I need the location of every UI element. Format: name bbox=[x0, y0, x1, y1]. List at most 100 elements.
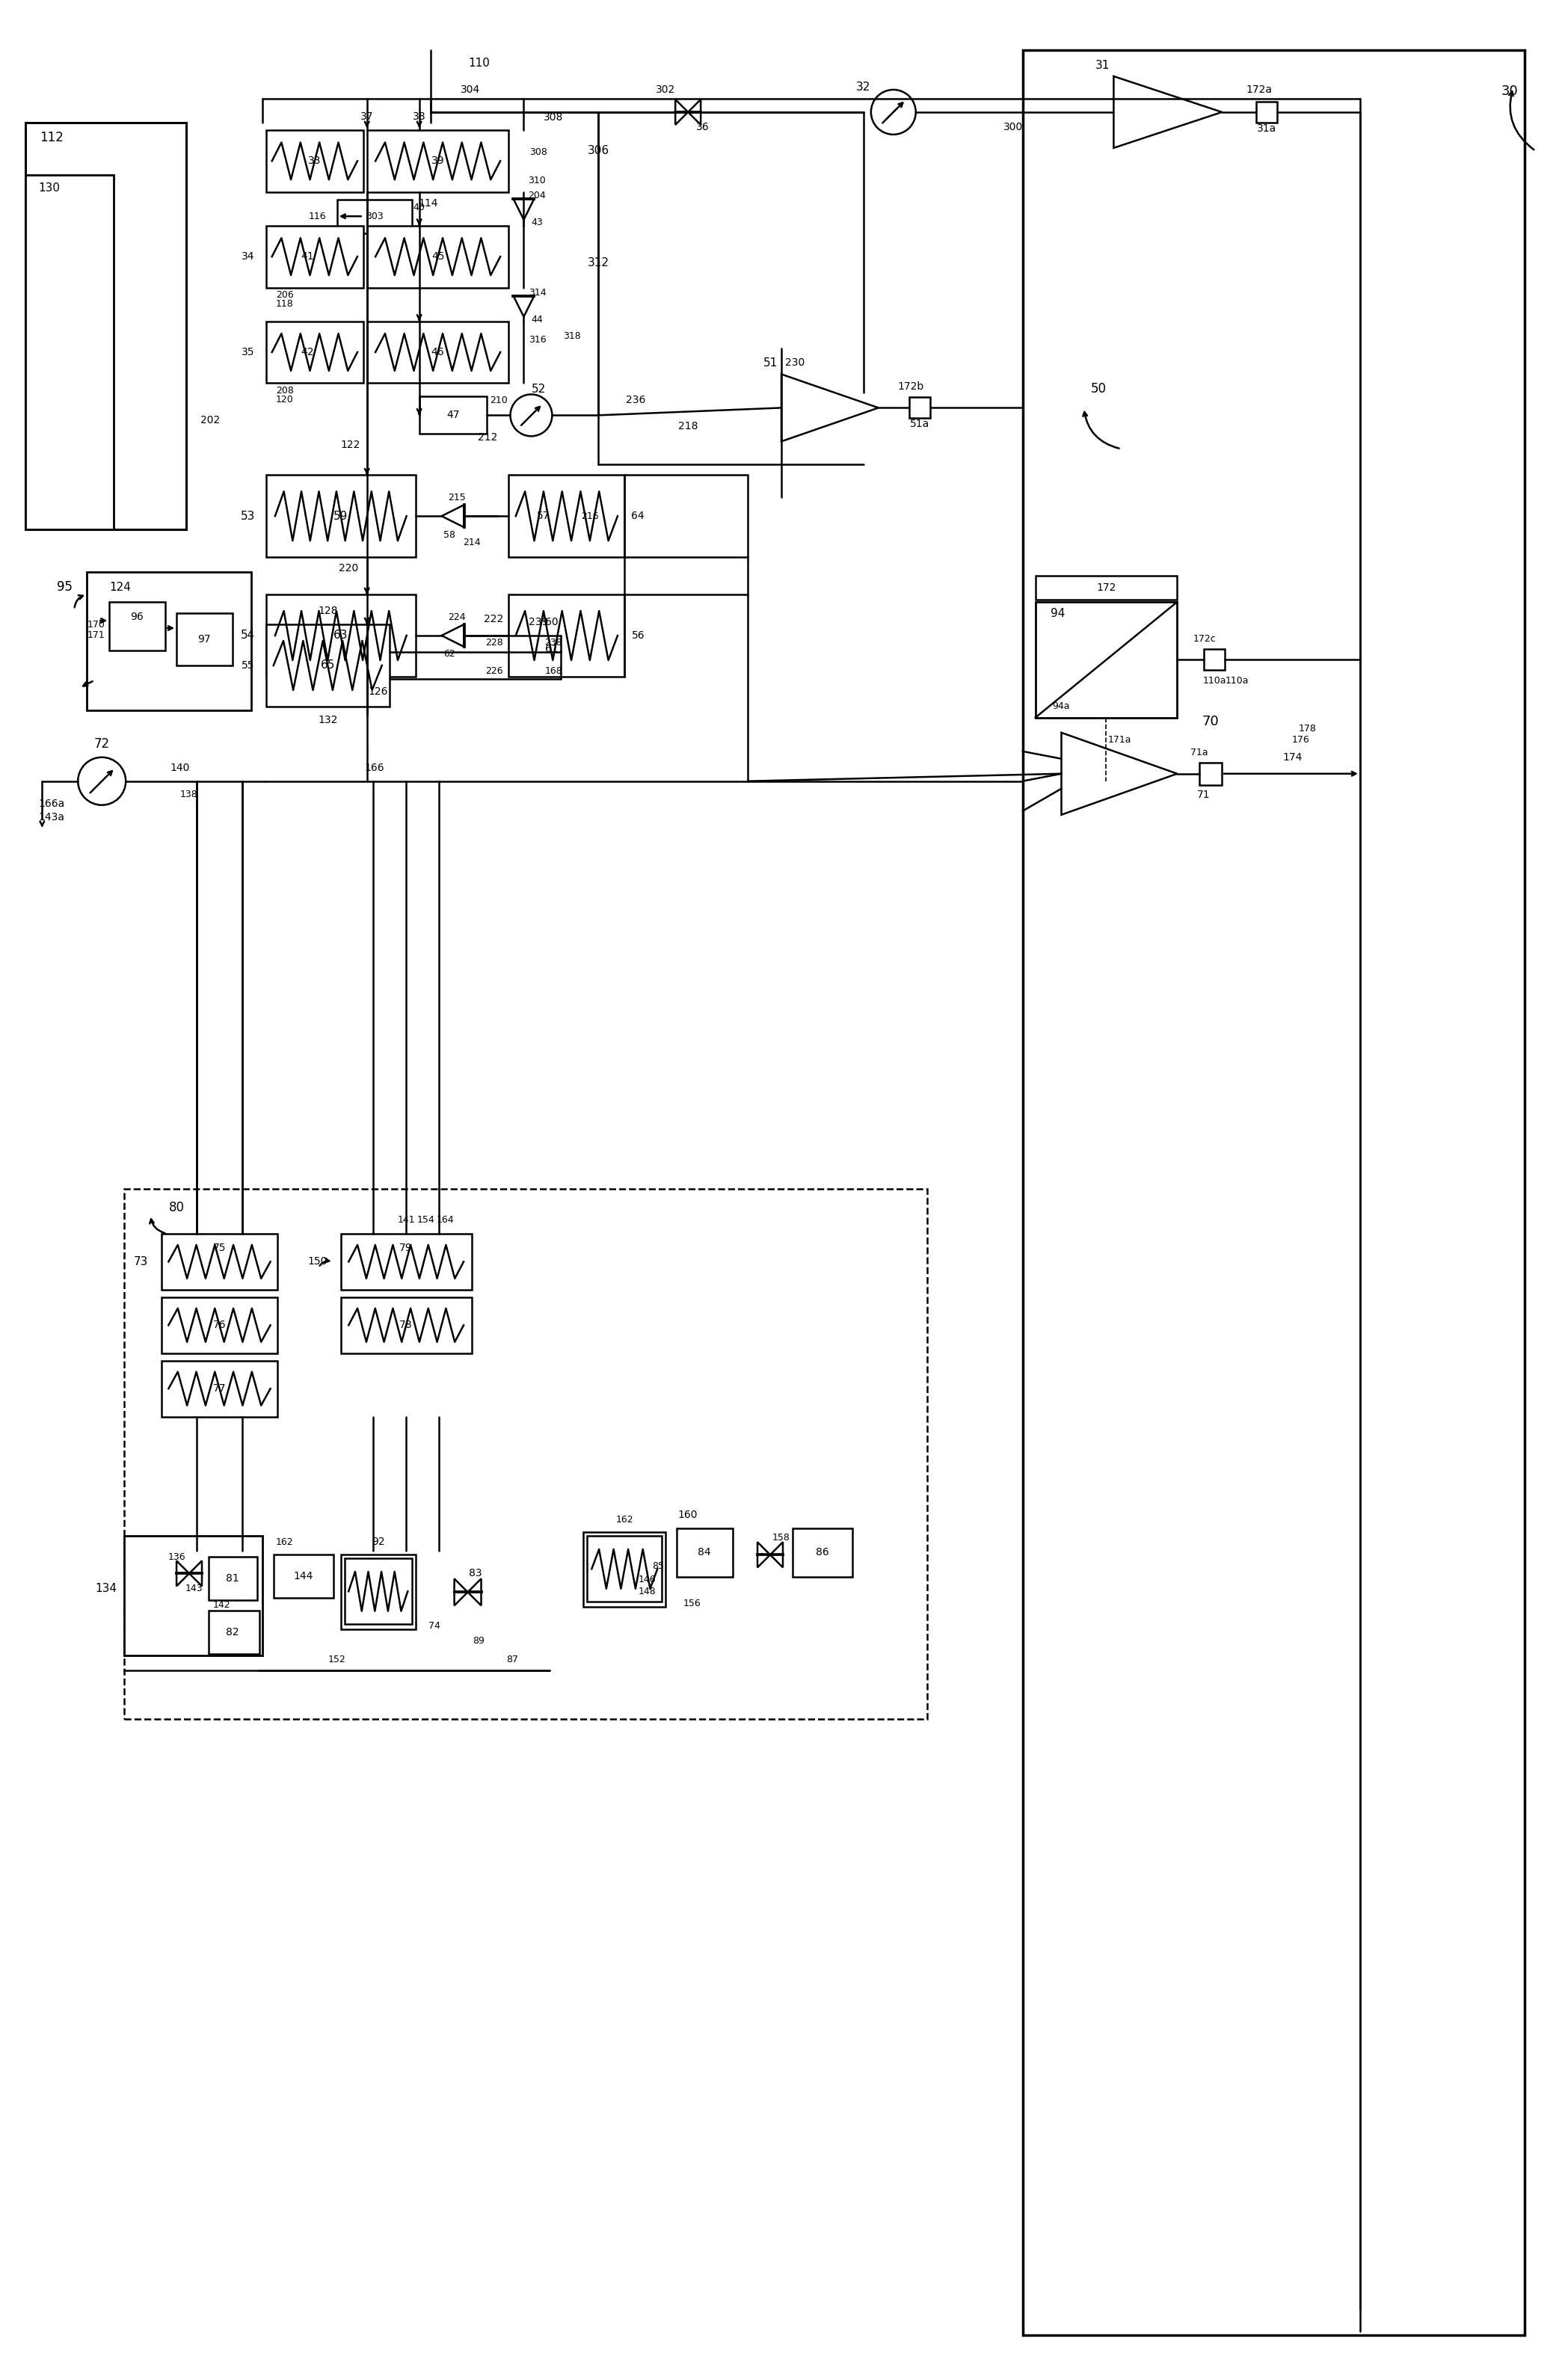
Text: 59: 59 bbox=[334, 509, 348, 521]
Text: 156: 156 bbox=[683, 1599, 700, 1609]
Polygon shape bbox=[468, 1578, 482, 1607]
Text: 112: 112 bbox=[41, 131, 64, 145]
Bar bbox=[267, 131, 363, 193]
Bar bbox=[267, 595, 415, 676]
Text: 314: 314 bbox=[529, 288, 546, 298]
Text: 94a: 94a bbox=[1052, 702, 1069, 712]
Text: 212: 212 bbox=[479, 433, 497, 443]
Bar bbox=[419, 397, 486, 433]
Text: 222: 222 bbox=[483, 614, 504, 624]
Text: 134: 134 bbox=[95, 1583, 117, 1595]
Text: 58: 58 bbox=[443, 531, 455, 540]
Bar bbox=[162, 1361, 278, 1416]
Text: 95: 95 bbox=[56, 581, 72, 593]
Text: 304: 304 bbox=[460, 83, 480, 95]
Text: 46: 46 bbox=[432, 347, 444, 357]
Bar bbox=[125, 1190, 928, 1718]
Text: 172a: 172a bbox=[1246, 83, 1272, 95]
Text: 96: 96 bbox=[131, 612, 143, 621]
Text: 75: 75 bbox=[214, 1242, 226, 1252]
Text: 143a: 143a bbox=[39, 812, 65, 821]
Bar bbox=[341, 1233, 471, 1290]
Polygon shape bbox=[1113, 76, 1222, 148]
Text: 110: 110 bbox=[468, 57, 490, 69]
Text: 204: 204 bbox=[529, 190, 546, 200]
Text: 52: 52 bbox=[532, 383, 546, 395]
Bar bbox=[508, 476, 625, 557]
Text: 54: 54 bbox=[240, 631, 256, 640]
Polygon shape bbox=[454, 1578, 468, 1607]
Text: 166a: 166a bbox=[39, 797, 65, 809]
Text: 132: 132 bbox=[318, 714, 338, 726]
Text: 150: 150 bbox=[307, 1257, 327, 1266]
Text: 172b: 172b bbox=[898, 381, 924, 393]
Text: 80: 80 bbox=[168, 1202, 184, 1214]
Text: 141: 141 bbox=[398, 1216, 415, 1226]
Bar bbox=[588, 1535, 663, 1602]
Text: 74: 74 bbox=[429, 1621, 440, 1630]
Text: 65: 65 bbox=[321, 659, 335, 671]
Text: 31: 31 bbox=[1096, 60, 1110, 71]
Text: 92: 92 bbox=[371, 1537, 385, 1547]
Bar bbox=[25, 174, 114, 528]
Polygon shape bbox=[513, 295, 535, 317]
Text: 31a: 31a bbox=[1257, 124, 1277, 133]
Bar bbox=[25, 121, 186, 528]
Bar bbox=[267, 321, 363, 383]
Text: 97: 97 bbox=[198, 633, 210, 645]
Text: 168: 168 bbox=[544, 666, 563, 676]
Text: 83: 83 bbox=[469, 1568, 482, 1578]
Text: 51a: 51a bbox=[910, 419, 929, 428]
Text: 71a: 71a bbox=[1191, 747, 1208, 757]
Text: 318: 318 bbox=[563, 331, 582, 340]
Text: 79: 79 bbox=[399, 1242, 413, 1252]
Bar bbox=[345, 1559, 412, 1623]
Text: 110a: 110a bbox=[1202, 676, 1227, 685]
Text: 302: 302 bbox=[656, 83, 675, 95]
Text: 36: 36 bbox=[697, 121, 709, 133]
Text: 174: 174 bbox=[1283, 752, 1303, 762]
Text: 43: 43 bbox=[532, 217, 543, 228]
Bar bbox=[162, 1297, 278, 1354]
Text: 42: 42 bbox=[301, 347, 313, 357]
Text: 214: 214 bbox=[463, 538, 480, 547]
Bar bbox=[366, 226, 508, 288]
Text: 238: 238 bbox=[544, 638, 563, 647]
Text: 53: 53 bbox=[240, 509, 256, 521]
Bar bbox=[267, 624, 390, 707]
Polygon shape bbox=[441, 505, 465, 528]
Text: 34: 34 bbox=[242, 252, 256, 262]
Text: 126: 126 bbox=[368, 685, 388, 697]
Text: 300: 300 bbox=[1002, 121, 1023, 133]
Bar bbox=[1023, 50, 1525, 2335]
Text: 70: 70 bbox=[1202, 714, 1219, 728]
Bar bbox=[337, 200, 412, 233]
Text: 73: 73 bbox=[134, 1257, 148, 1266]
Text: 45: 45 bbox=[432, 252, 444, 262]
Text: 71: 71 bbox=[1197, 790, 1210, 800]
Text: 130: 130 bbox=[39, 183, 61, 193]
Bar bbox=[366, 131, 508, 193]
Text: 228: 228 bbox=[485, 638, 502, 647]
Text: 162: 162 bbox=[616, 1514, 633, 1526]
Text: 160: 160 bbox=[678, 1509, 698, 1521]
Text: 312: 312 bbox=[588, 257, 610, 269]
Bar bbox=[125, 1535, 262, 1656]
Text: 210: 210 bbox=[490, 395, 508, 405]
Bar bbox=[209, 1611, 259, 1654]
Text: 110a: 110a bbox=[1225, 676, 1249, 685]
Bar bbox=[273, 1554, 334, 1597]
Bar bbox=[267, 226, 363, 288]
Text: 61: 61 bbox=[546, 645, 558, 655]
Text: 51: 51 bbox=[762, 357, 778, 369]
Text: 202: 202 bbox=[200, 414, 220, 426]
Polygon shape bbox=[1062, 733, 1177, 814]
Text: 76: 76 bbox=[214, 1321, 226, 1330]
Text: 72: 72 bbox=[94, 738, 109, 750]
Text: 77: 77 bbox=[214, 1383, 226, 1395]
Bar bbox=[87, 571, 251, 709]
Text: 308: 308 bbox=[544, 112, 563, 121]
Text: 114: 114 bbox=[418, 198, 438, 209]
Text: 178: 178 bbox=[1299, 724, 1317, 733]
Text: 84: 84 bbox=[698, 1547, 711, 1559]
